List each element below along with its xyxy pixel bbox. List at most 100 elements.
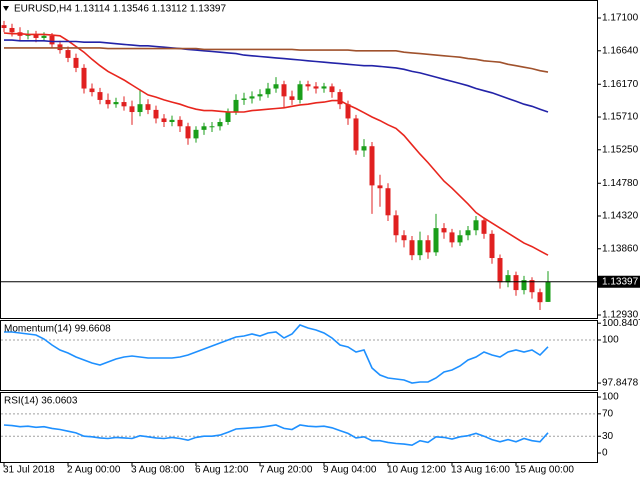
candle-body	[529, 280, 535, 293]
candle-body	[449, 232, 455, 243]
y-tick-label: 1.14780	[602, 178, 639, 189]
candle-body	[217, 122, 223, 127]
x-tick-label: 10 Aug 12:00	[387, 465, 446, 476]
y-tick-label: 1.13860	[602, 243, 639, 254]
price-tag	[597, 275, 640, 288]
candle-body	[65, 50, 71, 58]
candle-body	[281, 84, 287, 97]
candle-body	[1, 25, 7, 28]
candle-body	[89, 88, 95, 93]
y-tick-label: 1.16170	[602, 79, 639, 90]
y-tick-label: 100	[602, 335, 619, 346]
candle-body	[33, 34, 39, 38]
candle-body	[513, 275, 519, 291]
y-tick-label: 100.8407	[602, 318, 640, 329]
candle-body	[41, 35, 47, 38]
panel-title: RSI(14) 36.0603	[4, 396, 78, 407]
x-tick-label: 6 Aug 12:00	[195, 465, 249, 476]
panel-frame	[0, 0, 598, 319]
moving-average	[4, 39, 549, 113]
x-tick-label: 7 Aug 20:00	[259, 465, 313, 476]
candle-body	[385, 188, 391, 216]
candle-body	[337, 92, 343, 105]
candle-body	[545, 281, 551, 302]
y-tick-label: 30	[602, 431, 614, 442]
candle-body	[169, 119, 175, 123]
candle-body	[353, 118, 359, 151]
candle-body	[481, 220, 487, 234]
candle-body	[257, 94, 263, 97]
candle-body	[401, 235, 407, 241]
candle-body	[321, 86, 327, 89]
candle-body	[433, 228, 439, 253]
candle-body	[97, 92, 103, 100]
y-tick-label: 1.17100	[602, 13, 639, 24]
candle-body	[377, 185, 383, 189]
moving-average	[3, 32, 549, 256]
candle-body	[129, 106, 135, 113]
candle-body	[161, 118, 167, 123]
candle-body	[417, 240, 423, 256]
candle-body	[441, 228, 447, 233]
x-tick-label: 13 Aug 16:00	[451, 465, 510, 476]
price-tag-label: 1.13397	[602, 276, 639, 287]
candle-body	[305, 84, 311, 87]
y-tick-label: 1.16640	[602, 45, 639, 56]
candle-body	[49, 35, 55, 45]
candle-body	[233, 99, 239, 113]
candle-body	[289, 96, 295, 100]
candle-body	[521, 280, 527, 291]
candle-body	[209, 126, 215, 128]
candle-body	[225, 112, 231, 123]
candle-body	[81, 67, 87, 89]
candle-body	[409, 240, 415, 256]
y-tick-label: 1.15250	[602, 144, 639, 155]
candle-body	[265, 88, 271, 95]
candle-body	[241, 98, 247, 100]
panel-frame	[0, 392, 598, 463]
x-tick-label: 3 Aug 08:00	[131, 465, 185, 476]
candle-body	[329, 86, 335, 93]
candle-body	[113, 102, 119, 105]
candle-body	[505, 275, 511, 283]
moving-average	[4, 47, 549, 73]
candle-body	[473, 220, 479, 231]
y-tick-label: 100	[602, 392, 619, 403]
candle-body	[425, 240, 431, 253]
candle-body	[497, 258, 503, 283]
panel-title: Momentum(14) 99.6608	[4, 324, 111, 335]
indicator-line	[4, 324, 549, 384]
y-tick-label: 0	[602, 448, 608, 459]
panel-title: EURUSD,H4 1.13114 1.13546 1.13112 1.1339…	[14, 4, 226, 15]
candle-body	[273, 84, 279, 89]
candle-body	[177, 119, 183, 127]
candle-body	[297, 84, 303, 100]
candle-body	[537, 292, 543, 303]
candle-body	[457, 235, 463, 243]
panel-frame	[0, 320, 598, 391]
indicator-line	[3, 424, 549, 447]
candle-body	[345, 104, 351, 119]
candle-body	[249, 96, 255, 99]
candle-body	[145, 104, 151, 110]
candle-body	[137, 104, 143, 113]
candle-body	[393, 215, 399, 236]
x-tick-label: 15 Aug 00:00	[515, 465, 574, 476]
candle-body	[153, 109, 159, 119]
x-tick-label: 9 Aug 04:00	[323, 465, 377, 476]
candle-body	[73, 57, 79, 68]
menu-triangle[interactable]	[3, 6, 9, 11]
candle-body	[201, 126, 207, 130]
y-tick-label: 1.15710	[602, 112, 639, 123]
candle-body	[193, 129, 199, 139]
y-tick-label: 97.8478	[602, 378, 639, 389]
candle-body	[9, 27, 15, 33]
y-tick-label: 70	[602, 408, 614, 419]
candle-body	[465, 230, 471, 236]
candle-body	[121, 102, 127, 107]
y-tick-label: 1.12930	[602, 310, 639, 321]
candle-body	[105, 99, 111, 105]
candle-body	[185, 126, 191, 139]
x-tick-label: 2 Aug 00:00	[67, 465, 121, 476]
